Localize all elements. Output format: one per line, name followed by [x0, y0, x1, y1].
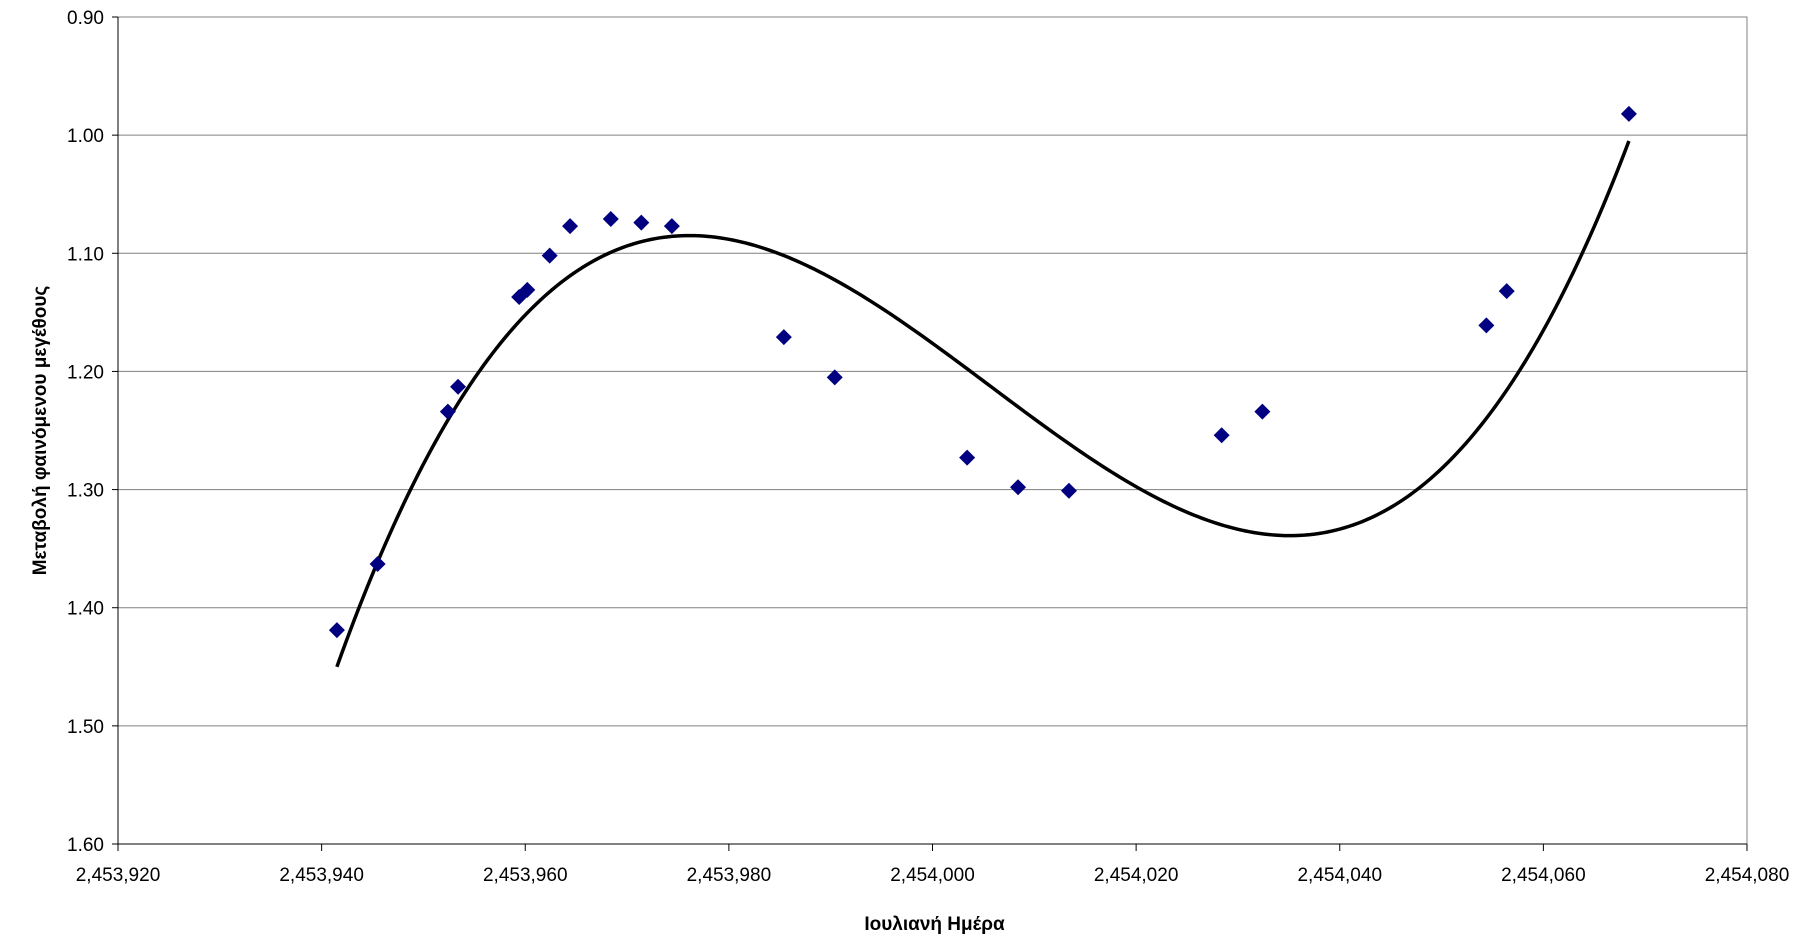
data-point: [1620, 105, 1637, 122]
data-point: [602, 211, 619, 228]
data-point: [1478, 317, 1495, 334]
y-tick-label: 1.60: [67, 835, 104, 856]
x-tick-label: 2,454,020: [1094, 865, 1179, 886]
x-tick-label: 2,453,920: [76, 865, 161, 886]
trendline-layer: [335, 140, 1631, 668]
y-axis: 0.90 1.00 1.10 1.20 1.30 1.40 1.50 1.60: [67, 8, 119, 856]
data-point: [663, 218, 680, 235]
data-point: [1213, 427, 1230, 444]
trendline: [335, 140, 1631, 668]
data-point: [328, 622, 345, 639]
grid-lines: [118, 16, 1747, 845]
data-point: [633, 214, 650, 231]
data-points: [328, 105, 1637, 639]
data-point: [1254, 403, 1271, 420]
y-tick-label: 1.00: [67, 126, 104, 147]
data-point: [1498, 283, 1515, 300]
x-tick-label: 2,453,940: [279, 865, 364, 886]
x-tick-label: 2,454,000: [890, 865, 975, 886]
x-tick-label: 2,454,080: [1705, 865, 1790, 886]
x-tick-label: 2,453,980: [687, 865, 772, 886]
data-point: [775, 329, 792, 346]
data-point: [1010, 479, 1027, 496]
data-point: [959, 449, 976, 466]
y-tick-label: 0.90: [67, 8, 104, 29]
y-tick-label: 1.20: [67, 362, 104, 383]
data-point: [519, 281, 536, 298]
x-axis-title: Ιουλιανή Ημέρα: [864, 914, 1005, 935]
data-point: [826, 369, 843, 386]
x-axis: 2,453,920 2,453,940 2,453,960 2,453,980 2,45…: [76, 843, 1790, 886]
data-point: [1060, 482, 1077, 499]
data-point: [439, 403, 456, 420]
x-tick-label: 2,453,960: [483, 865, 568, 886]
data-point: [369, 556, 386, 573]
y-axis-title: Μεταβολή φαινόμενου μεγέθους: [30, 286, 51, 576]
y-tick-label: 1.40: [67, 599, 104, 620]
y-tick-label: 1.30: [67, 481, 104, 502]
y-tick-label: 1.50: [67, 717, 104, 738]
x-tick-label: 2,454,040: [1297, 865, 1382, 886]
y-tick-label: 1.10: [67, 244, 104, 265]
x-tick-label: 2,454,060: [1501, 865, 1586, 886]
data-point: [450, 378, 467, 395]
data-point: [562, 218, 579, 235]
data-point: [541, 247, 558, 264]
